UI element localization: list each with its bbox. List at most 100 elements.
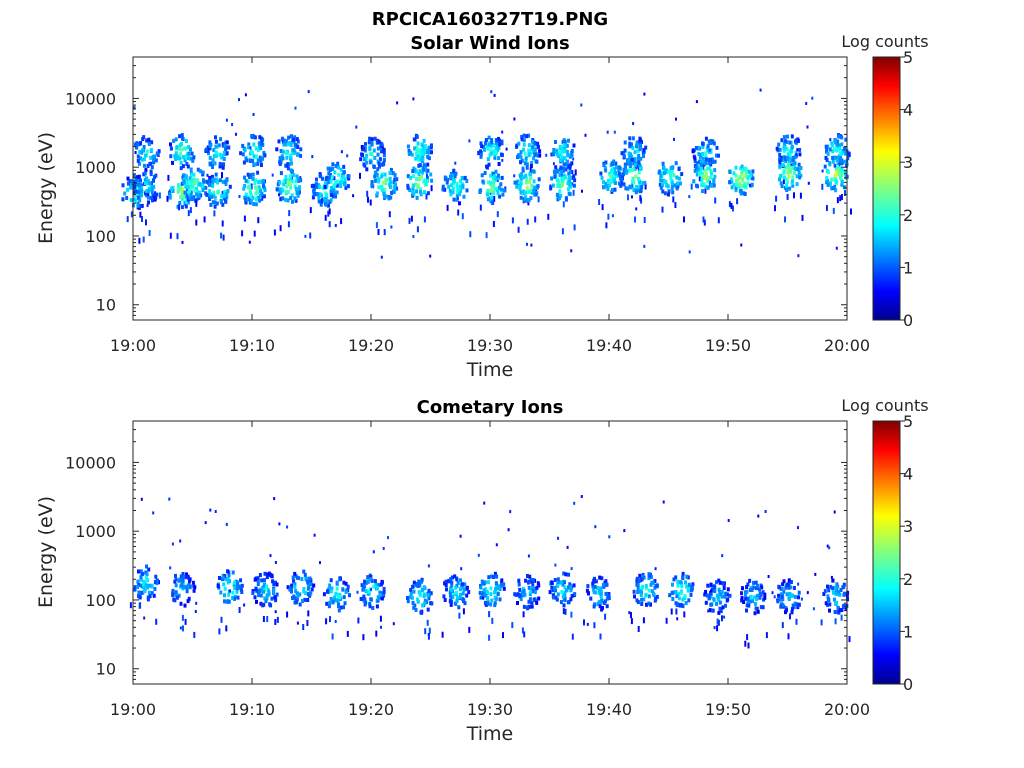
heatmap-cell xyxy=(633,150,637,155)
heatmap-cell xyxy=(132,197,136,202)
heatmap-cell xyxy=(567,138,570,143)
heatmap-cell xyxy=(375,630,378,637)
heatmap-cell xyxy=(133,585,137,590)
heatmap-cell xyxy=(240,590,244,594)
heatmap-cell xyxy=(489,173,493,178)
heatmap-cell xyxy=(739,189,743,194)
heatmap-cell xyxy=(717,619,720,626)
heatmap-cell xyxy=(636,149,640,154)
heatmap-cell xyxy=(525,165,529,170)
heatmap-cell xyxy=(684,580,687,585)
heatmap-cell xyxy=(334,591,338,596)
heatmap-cell xyxy=(502,586,506,591)
heatmap-cell xyxy=(185,155,188,160)
heatmap-cell xyxy=(717,587,721,592)
heatmap-cell xyxy=(850,208,852,215)
heatmap-cell xyxy=(688,250,691,254)
heatmap-cell xyxy=(377,177,381,182)
heatmap-cell xyxy=(483,171,487,175)
y-tick-label: 10000 xyxy=(65,453,116,472)
heatmap-cell xyxy=(703,592,707,597)
heatmap-cell xyxy=(365,153,369,158)
colorbar-label: Log counts xyxy=(841,32,928,51)
heatmap-cell xyxy=(382,153,386,158)
heatmap-cell xyxy=(489,199,493,204)
heatmap-cell xyxy=(406,599,410,604)
heatmap-cell xyxy=(570,567,573,571)
heatmap-cell xyxy=(226,569,230,574)
heatmap-cell xyxy=(418,591,422,596)
heatmap-cell xyxy=(178,134,182,139)
heatmap-cell xyxy=(365,167,369,172)
heatmap-cell xyxy=(828,161,832,166)
heatmap-cell xyxy=(746,634,749,641)
heatmap-cell xyxy=(126,176,130,181)
heatmap-cell xyxy=(290,193,294,198)
heatmap-cell xyxy=(152,184,156,189)
heatmap-cell xyxy=(823,589,827,594)
heatmap-cell xyxy=(821,183,824,190)
heatmap-cell xyxy=(289,142,293,147)
heatmap-cell xyxy=(285,155,289,160)
heatmap-cell xyxy=(524,190,528,195)
heatmap-cell xyxy=(643,92,646,96)
heatmap-cell xyxy=(552,152,556,157)
heatmap-cell xyxy=(700,171,704,176)
heatmap-cell xyxy=(500,153,504,158)
heatmap-cell xyxy=(145,193,149,198)
heatmap-cell xyxy=(717,217,720,224)
heatmap-cell xyxy=(787,168,791,173)
heatmap-cell xyxy=(497,146,501,151)
heatmap-cell xyxy=(420,579,423,584)
heatmap-cell xyxy=(496,173,500,178)
heatmap-cell xyxy=(824,601,828,606)
heatmap-cell xyxy=(752,595,756,600)
heatmap-cell xyxy=(311,195,315,200)
heatmap-cell xyxy=(223,586,227,591)
heatmap-cell xyxy=(278,180,282,185)
heatmap-cell xyxy=(289,196,293,200)
heatmap-cell xyxy=(143,589,146,594)
heatmap-cell xyxy=(557,536,559,540)
heatmap-cell xyxy=(492,183,496,188)
heatmap-cell xyxy=(376,152,380,157)
heatmap-cell xyxy=(825,180,828,185)
heatmap-cell xyxy=(842,605,846,610)
heatmap-cell xyxy=(740,164,744,169)
heatmap-cell xyxy=(797,162,801,167)
heatmap-cell xyxy=(674,590,678,594)
heatmap-cell xyxy=(249,190,253,195)
heatmap-cell xyxy=(747,169,751,174)
heatmap-cell xyxy=(138,204,142,208)
heatmap-cell xyxy=(527,599,531,604)
heatmap-cell xyxy=(496,592,500,596)
heatmap-cell xyxy=(764,510,767,513)
heatmap-cell xyxy=(288,174,292,179)
heatmap-cell xyxy=(255,599,258,604)
heatmap-cell xyxy=(691,582,695,587)
heatmap-cell xyxy=(415,134,419,139)
heatmap-cell xyxy=(137,569,140,574)
x-tick-label: 19:50 xyxy=(705,700,751,719)
heatmap-cell xyxy=(198,182,202,187)
heatmap-cell xyxy=(145,138,149,143)
heatmap-cell xyxy=(716,618,719,625)
heatmap-cell xyxy=(627,151,631,156)
heatmap-cell xyxy=(611,214,614,218)
heatmap-cell xyxy=(298,602,302,607)
heatmap-cell xyxy=(610,162,614,166)
heatmap-cell xyxy=(411,584,415,589)
heatmap-cell xyxy=(631,181,634,188)
heatmap-cell xyxy=(412,605,416,610)
heatmap-cell xyxy=(672,173,676,178)
heatmap-cell xyxy=(168,191,172,196)
heatmap-cell xyxy=(798,175,802,180)
heatmap-cell xyxy=(455,181,459,186)
heatmap-cell xyxy=(154,191,157,198)
heatmap-cell xyxy=(123,191,127,196)
heatmap-cell xyxy=(279,225,282,232)
heatmap-cell xyxy=(347,174,351,179)
heatmap-cell xyxy=(258,198,262,203)
heatmap-cell xyxy=(840,172,844,177)
heatmap-cell xyxy=(366,575,370,580)
